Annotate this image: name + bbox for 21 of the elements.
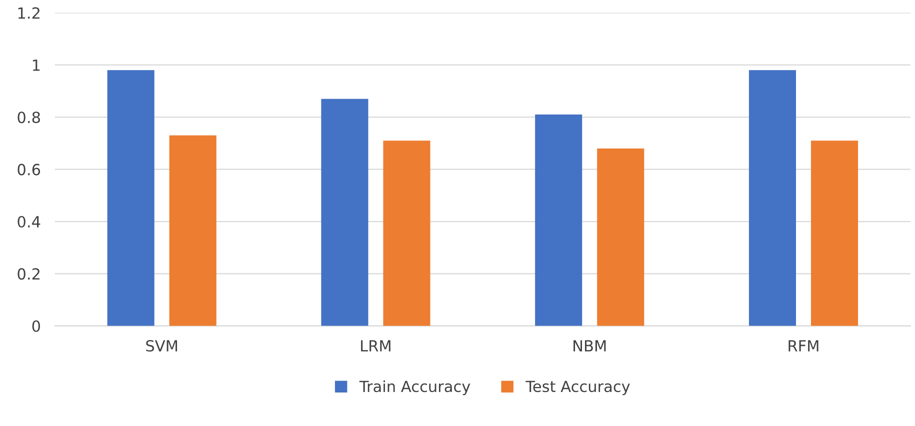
x-tick-label: RFM — [788, 340, 818, 352]
y-tick-label: 1 — [32, 60, 40, 71]
y-tick-label: 0.6 — [18, 164, 40, 176]
bar — [597, 148, 644, 326]
legend-label: Train Accuracy — [359, 380, 470, 396]
bar — [383, 140, 430, 326]
x-tick-label: LRM — [361, 340, 390, 352]
bar — [748, 70, 796, 326]
y-tick-label: 0 — [32, 320, 40, 332]
y-tick-label: 0.2 — [18, 268, 40, 280]
bar — [107, 70, 154, 326]
y-tick-label: 1.2 — [18, 7, 40, 19]
x-tick-label: SVM — [146, 340, 178, 352]
bar — [321, 98, 368, 326]
bar — [810, 140, 858, 326]
legend-label: Test Accuracy — [526, 380, 630, 396]
y-tick-label: 0.8 — [18, 112, 40, 124]
bar — [169, 135, 216, 326]
bar — [535, 114, 582, 326]
x-tick-label: NBM — [574, 340, 606, 352]
y-tick-label: 0.4 — [18, 216, 40, 228]
